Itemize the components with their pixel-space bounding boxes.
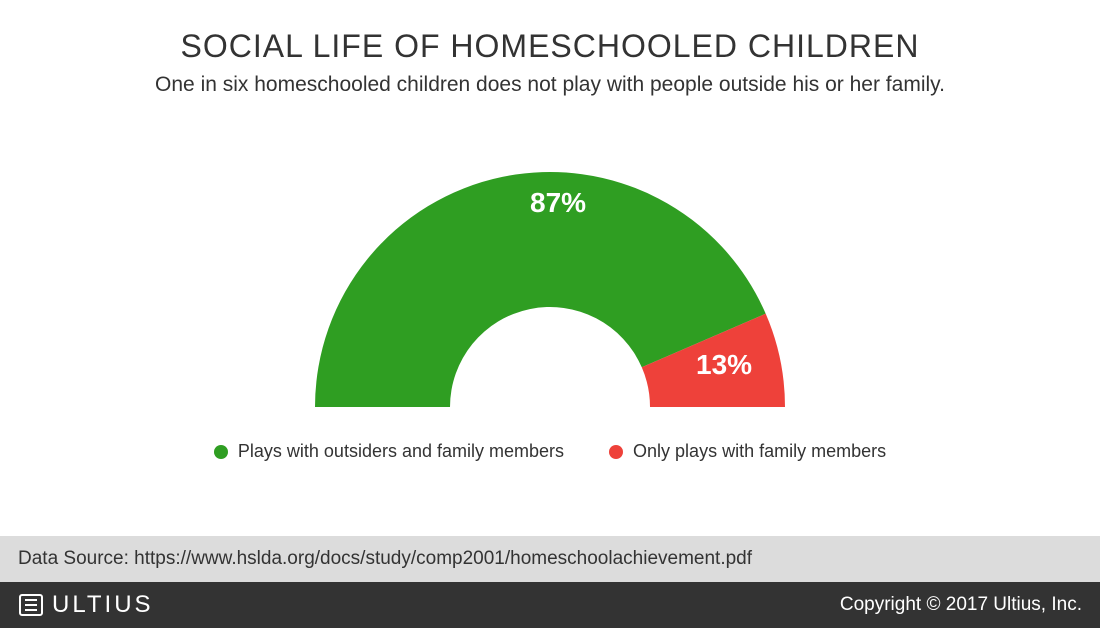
brand-name: ULTIUS xyxy=(52,591,154,619)
infographic-page: SOCIAL LIFE OF HOMESCHOOLED CHILDREN One… xyxy=(0,0,1100,628)
legend-label-1: Plays with outsiders and family members xyxy=(238,441,564,462)
data-source-bar: Data Source: https://www.hslda.org/docs/… xyxy=(0,536,1100,582)
legend: Plays with outsiders and family members … xyxy=(0,441,1100,464)
segment-1-value-label: 87% xyxy=(530,187,586,219)
semi-donut-chart: 87% 13% xyxy=(300,157,800,417)
copyright-text: Copyright © 2017 Ultius, Inc. xyxy=(840,594,1082,616)
legend-item-2: Only plays with family members xyxy=(609,441,886,462)
legend-label-2: Only plays with family members xyxy=(633,441,886,462)
segment-2-value-label: 13% xyxy=(696,349,752,381)
data-source-text: Data Source: https://www.hslda.org/docs/… xyxy=(18,548,752,569)
brand-logo-icon xyxy=(18,592,44,618)
brand: ULTIUS xyxy=(18,591,154,619)
legend-item-1: Plays with outsiders and family members xyxy=(214,441,564,462)
page-subtitle: One in six homeschooled children does no… xyxy=(0,73,1100,97)
page-title: SOCIAL LIFE OF HOMESCHOOLED CHILDREN xyxy=(0,28,1100,65)
footer-bar: ULTIUS Copyright © 2017 Ultius, Inc. xyxy=(0,582,1100,628)
header: SOCIAL LIFE OF HOMESCHOOLED CHILDREN One… xyxy=(0,0,1100,97)
legend-swatch-2 xyxy=(609,445,623,459)
legend-swatch-1 xyxy=(214,445,228,459)
